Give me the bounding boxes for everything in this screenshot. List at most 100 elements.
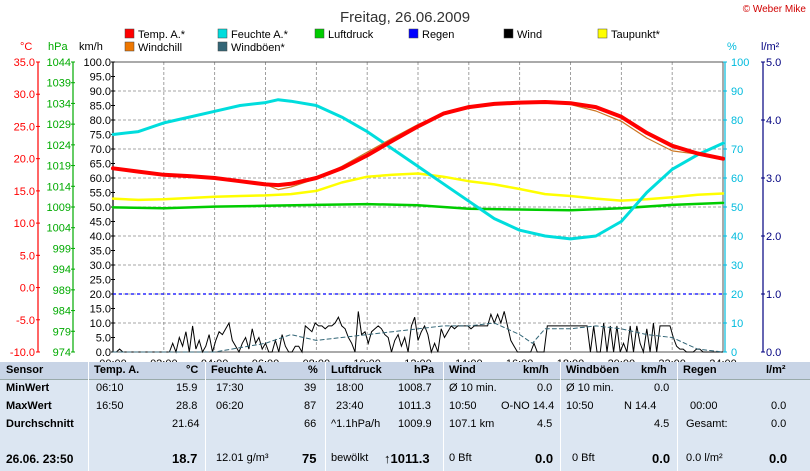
statistics-table: Sensor Temp. A. °C Feuchte A. % Luftdruc…	[0, 362, 810, 471]
wind-axis-tick-label: 40.0	[90, 231, 111, 243]
min-hum-value: 39	[304, 382, 317, 394]
legend-label: Windchill	[138, 42, 182, 54]
avg-temp-value: 21.64	[172, 418, 200, 430]
legend-swatch	[597, 28, 608, 39]
pressure-axis-tick-label: 1009	[47, 202, 71, 214]
temp-axis-tick-label: 30.0	[14, 89, 35, 101]
x-tick-label: 22:00	[658, 358, 686, 362]
min-wind-period: Ø 10 min.	[449, 382, 497, 394]
row-label-max: MaxWert	[6, 400, 52, 412]
humidity-axis-tick-label: 80	[731, 115, 743, 127]
x-tick-label: 10:00	[353, 358, 381, 362]
pressure-axis-tick-label: 1019	[47, 161, 71, 173]
rain-total-value: 0.0	[771, 418, 787, 430]
wind-axis-tick-label: 80.0	[90, 115, 111, 127]
header-sensor: Sensor	[6, 364, 44, 376]
temp-axis-tick-label: 10.0	[14, 218, 35, 230]
wind-run: 107.1 km	[449, 418, 495, 430]
x-tick-label: 04:00	[201, 358, 229, 362]
wind-axis-tick-label: 5.0	[96, 333, 111, 345]
author-credit: © Weber Mike	[742, 4, 806, 15]
rain-axis-tick-label: 2.0	[766, 231, 781, 243]
rain-total-label: Gesamt:	[686, 418, 728, 430]
current-hum-value: 75	[302, 451, 317, 466]
wind-axis-tick-label: 95.0	[90, 72, 111, 84]
header-temperature: Temp. A.	[94, 364, 140, 376]
legend-label: Wind	[517, 29, 542, 41]
max-temp-time: 16:50	[96, 400, 124, 412]
wind-axis-tick-label: 60.0	[90, 173, 111, 185]
wind-axis-tick-label: 75.0	[90, 130, 111, 142]
rain-axis-unit: l/m²	[761, 41, 780, 53]
pressure-trend: ^1.1hPa/h	[331, 418, 381, 430]
humidity-axis-tick-label: 60	[731, 173, 743, 185]
min-press-time: 18:00	[336, 382, 364, 394]
max-gust-time: 10:50	[566, 400, 594, 412]
legend-label: Feuchte A.*	[231, 29, 289, 41]
x-tick-label: 14:00	[455, 358, 483, 362]
x-tick-label: 18:00	[557, 358, 585, 362]
legend-label: Luftdruck	[328, 29, 374, 41]
wind-axis-tick-label: 15.0	[90, 304, 111, 316]
column-separator	[325, 362, 326, 471]
series-line-feuchte-a	[111, 98, 725, 241]
series-line-windb-en	[112, 322, 724, 353]
max-temp-value: 28.8	[176, 400, 198, 412]
max-hum-time: 06:20	[216, 400, 244, 412]
column-separator	[560, 362, 561, 471]
header-rain: Regen	[683, 364, 717, 376]
min-press-value: 1008.7	[398, 382, 432, 394]
temp-axis-tick-label: 20.0	[14, 154, 35, 166]
legend-swatch	[217, 41, 228, 52]
rain-axis-tick-label: 3.0	[766, 173, 781, 185]
x-tick-label: 24:00	[709, 358, 737, 362]
max-wind-time: 10:50	[449, 400, 477, 412]
header-temperature-unit: °C	[186, 364, 199, 376]
temp-axis-tick-label: 0.0	[20, 283, 35, 295]
legend-swatch	[124, 28, 135, 39]
max-wind-direction-value: O-NO 14.4	[501, 400, 555, 412]
absolute-humidity: 12.01 g/m³	[216, 452, 269, 464]
min-hum-time: 17:30	[216, 382, 244, 394]
wind-axis-tick-label: 90.0	[90, 86, 111, 98]
humidity-axis-unit: %	[727, 41, 737, 53]
rain-axis-tick-label: 5.0	[766, 57, 781, 69]
pressure-axis-tick-label: 1029	[47, 119, 71, 131]
wind-axis-tick-label: 70.0	[90, 144, 111, 156]
table-header-row	[0, 362, 810, 380]
x-tick-label: 00:00	[99, 358, 127, 362]
wind-axis-tick-label: 25.0	[90, 275, 111, 287]
pressure-axis-tick-label: 999	[53, 243, 71, 255]
avg-gust-value: 4.5	[654, 418, 670, 430]
wind-axis-tick-label: 45.0	[90, 217, 111, 229]
column-separator	[88, 362, 89, 471]
header-gust-unit: km/h	[641, 364, 667, 376]
pressure-axis-tick-label: 1034	[47, 98, 71, 110]
max-press-value: 1011.3	[398, 400, 431, 412]
x-tick-label: 08:00	[303, 358, 331, 362]
pressure-axis-tick-label: 984	[53, 306, 71, 318]
x-tick-label: 16:00	[506, 358, 534, 362]
pressure-axis-tick-label: 979	[53, 326, 71, 338]
wind-axis-tick-label: 0.0	[96, 347, 111, 359]
column-separator	[205, 362, 206, 471]
avg-hum-value: 66	[304, 418, 317, 430]
header-gust: Windböen	[566, 364, 620, 376]
x-tick-label: 20:00	[608, 358, 636, 362]
legend-swatch	[408, 28, 419, 39]
current-wind-value: 0.0	[535, 451, 554, 466]
humidity-axis-tick-label: 100	[731, 57, 749, 69]
rain-axis-tick-label: 0.0	[766, 347, 781, 359]
pressure-axis-tick-label: 974	[53, 347, 71, 359]
avg-wind-value: 4.5	[537, 418, 553, 430]
wind-series-line	[113, 311, 723, 354]
current-rain-total: 0.0 l/m²	[686, 452, 723, 464]
temp-axis-tick-label: -10.0	[10, 347, 35, 359]
x-axis-ticks: 00:00 02:00 04:00 06:00 08:00 10:00 12:00 14:00…	[99, 358, 737, 362]
wind-axis-tick-label: 50.0	[90, 202, 111, 214]
max-press-time: 23:40	[336, 400, 364, 412]
pressure-axis-tick-label: 1024	[47, 140, 71, 152]
series-line-luftdruck	[111, 201, 725, 212]
wind-axis-tick-label: 85.0	[90, 101, 111, 113]
humidity-axis-tick-label: 40	[731, 231, 743, 243]
